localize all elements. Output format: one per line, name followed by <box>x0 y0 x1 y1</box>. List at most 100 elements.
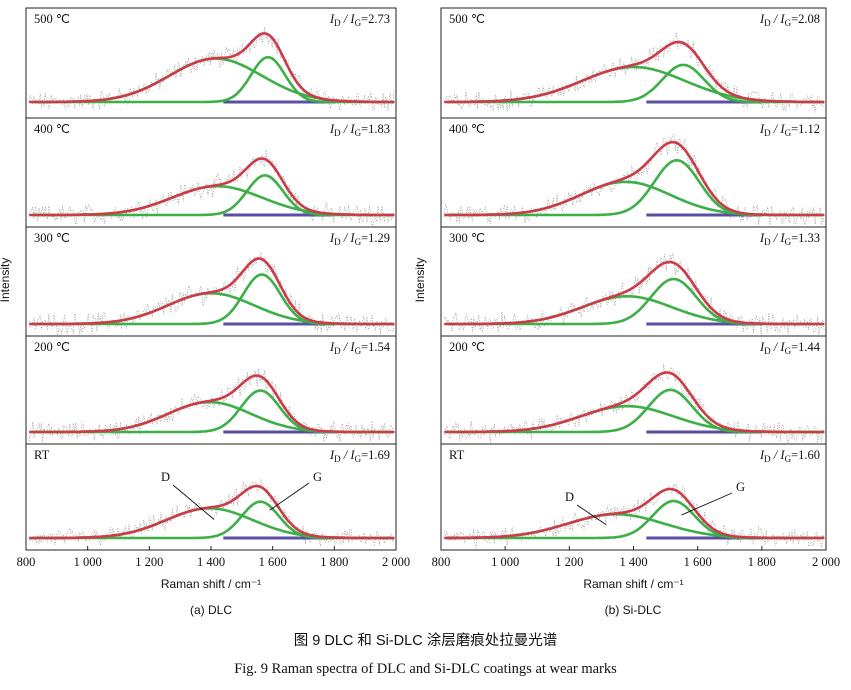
id-ig-ratio-label: ID / IG=1.12 <box>759 122 820 138</box>
G-peak-line <box>447 158 823 217</box>
ratio-i-g: / I <box>771 340 786 354</box>
ratio-sub-g: G <box>785 18 792 28</box>
id-ig-ratio-label: ID / IG=1.33 <box>759 231 820 247</box>
x-tick-label: 800 <box>17 555 36 569</box>
raw-spectrum-line <box>443 133 825 227</box>
spectrum-panel: 500 ℃ ID / IG=2.08 <box>444 12 825 113</box>
x-tick-label: 1 800 <box>748 555 776 569</box>
ratio-i-d: I <box>759 12 765 26</box>
D-peak-line <box>32 507 393 540</box>
ratio-i-d: I <box>759 231 765 245</box>
ratio-value: =1.54 <box>361 340 391 354</box>
chart-title: (b) Si-DLC <box>605 603 662 617</box>
id-ig-ratio-label: ID / IG=1.54 <box>329 340 391 356</box>
id-ig-ratio-label: ID / IG=1.44 <box>759 340 821 356</box>
ratio-sub-d: D <box>334 237 341 247</box>
ratio-sub-d: D <box>334 454 341 464</box>
D-peak-line <box>32 292 393 326</box>
ratio-i-d: I <box>329 231 335 245</box>
g-peak-annotation: G <box>736 480 745 494</box>
G-peak-line <box>447 499 823 540</box>
ratio-i-d: I <box>329 122 335 136</box>
temperature-label: 300 ℃ <box>34 231 70 245</box>
x-axis-label: Raman shift / cm⁻¹ <box>161 577 261 591</box>
temperature-label: 400 ℃ <box>449 122 485 136</box>
fitted-curve-line <box>444 40 825 104</box>
spectrum-panel: 300 ℃ ID / IG=1.29 <box>28 231 395 336</box>
id-ig-ratio-label: ID / IG=1.69 <box>329 448 390 464</box>
temperature-label: 200 ℃ <box>34 340 70 354</box>
ratio-sub-g: G <box>355 346 362 356</box>
ratio-i-d: I <box>329 12 335 26</box>
ratio-sub-d: D <box>334 128 341 138</box>
temperature-label: 200 ℃ <box>449 340 485 354</box>
ratio-sub-d: D <box>764 454 771 464</box>
ratio-sub-g: G <box>355 454 362 464</box>
x-tick-label: 1 200 <box>555 555 583 569</box>
id-ig-ratio-label: ID / IG=1.83 <box>329 122 390 138</box>
x-tick-label: 2 000 <box>812 555 840 569</box>
G-peak-line <box>32 389 393 434</box>
ratio-i-g: / I <box>771 448 786 462</box>
temperature-label: 400 ℃ <box>34 122 70 136</box>
plot-frame <box>25 7 397 551</box>
ratio-value: =1.83 <box>361 122 390 136</box>
spectrum-panel: 300 ℃ ID / IG=1.33 <box>443 231 825 337</box>
ratio-sub-d: D <box>334 346 341 356</box>
ratio-sub-g: G <box>785 128 792 138</box>
x-tick-label: 1 800 <box>320 555 348 569</box>
ratio-i-g: / I <box>771 122 786 136</box>
spectrum-panel: 400 ℃ ID / IG=1.83 <box>28 122 395 227</box>
raw-spectrum-line <box>443 483 825 548</box>
G-peak-line <box>32 55 393 104</box>
d-peak-annotation: D <box>565 490 574 504</box>
chart-title: (a) DLC <box>190 603 232 617</box>
ratio-sub-g: G <box>355 128 362 138</box>
D-peak-line <box>447 65 823 104</box>
temperature-label: 300 ℃ <box>449 231 485 245</box>
fitted-curve-line <box>29 484 395 540</box>
ratio-value: =1.29 <box>361 231 390 245</box>
ratio-value: =1.33 <box>791 231 820 245</box>
x-tick-label: 1 000 <box>74 555 102 569</box>
fitted-curve-line <box>29 257 395 326</box>
G-peak-line <box>447 63 823 104</box>
x-tick-label: 1 200 <box>135 555 163 569</box>
x-tick-label: 1 400 <box>197 555 225 569</box>
id-ig-ratio-label: ID / IG=1.29 <box>329 231 390 247</box>
x-tick-label: 1 400 <box>619 555 647 569</box>
ratio-value: =1.12 <box>791 122 820 136</box>
ratio-sub-g: G <box>785 237 792 247</box>
ratio-sub-d: D <box>764 128 771 138</box>
x-tick-label: 1 000 <box>491 555 519 569</box>
D-peak-line <box>32 57 393 104</box>
ratio-sub-g: G <box>785 454 792 464</box>
x-axis-label: Raman shift / cm⁻¹ <box>583 577 683 591</box>
fitted-curve-line <box>29 157 395 217</box>
g-peak-pointer <box>269 482 310 511</box>
x-tick-label: 2 000 <box>382 555 410 569</box>
raw-spectrum-line <box>28 27 395 112</box>
ratio-sub-g: G <box>785 346 792 356</box>
d-peak-annotation: D <box>161 470 170 484</box>
ratio-i-g: / I <box>341 340 356 354</box>
ratio-value: =1.44 <box>791 340 821 354</box>
x-tick-label: 1 600 <box>684 555 712 569</box>
ratio-i-g: / I <box>771 231 786 245</box>
spectrum-panel: 400 ℃ ID / IG=1.12 <box>443 122 825 227</box>
ratio-sub-g: G <box>355 18 362 28</box>
D-peak-line <box>32 400 393 434</box>
fitted-curve-line <box>29 374 395 434</box>
fitted-curve-line <box>444 140 825 217</box>
ratio-sub-d: D <box>334 18 341 28</box>
ratio-i-d: I <box>759 340 765 354</box>
spectrum-panel: 500 ℃ ID / IG=2.73 <box>28 12 395 112</box>
x-tick-label: 1 600 <box>259 555 287 569</box>
ratio-sub-d: D <box>764 18 771 28</box>
plot-frame <box>440 7 827 551</box>
temperature-label: 500 ℃ <box>449 12 485 26</box>
fitted-curve-line <box>444 260 825 326</box>
temperature-label: 500 ℃ <box>34 12 70 26</box>
